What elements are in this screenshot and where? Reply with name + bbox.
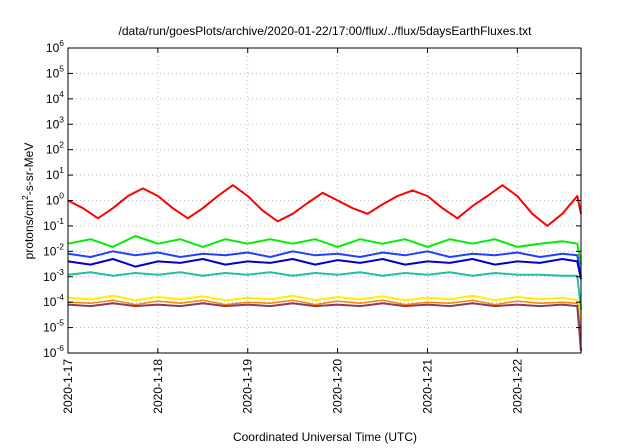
x-tick-label: 2020-1-20 [331,359,345,414]
y-tick-label: 10-3 [43,267,64,284]
series-line-1 [67,184,582,227]
x-axis-label: Coordinated Universal Time (UTC) [233,430,417,444]
x-tick-label: 2020-1-22 [510,359,524,414]
y-tick-label: 10-6 [43,343,64,360]
y-tick-label: 101 [46,165,64,182]
y-axis-label: protons/cm2-s-sr-MeV [20,143,36,260]
y-tick-label: 102 [46,140,64,157]
x-tick-label: 2020-1-18 [151,359,165,414]
series-line-4 [67,258,582,280]
series-line-3 [67,250,582,277]
x-tick-label: 2020-1-17 [61,359,75,414]
y-tick-label: 10-4 [43,292,64,309]
x-tick-label: 2020-1-19 [241,359,255,414]
y-tick-label: 106 [46,38,64,55]
x-axis-ticks: 2020-1-17 2020-1-18 2020-1-19 2020-1-20 2020… [61,48,524,414]
x-tick-label: 2020-1-21 [420,359,434,414]
series-line-6 [67,294,582,321]
y-tick-label: 105 [46,63,64,80]
y-axis-ticks: 106 105 104 103 102 101 100 10-1 10-2 10-3 10-4 10-… [43,38,581,360]
y-tick-label: 103 [46,114,64,131]
y-tick-label: 10-2 [43,241,64,258]
series-line-2 [67,235,582,265]
series-group [67,184,582,352]
y-tick-label: 104 [46,89,64,106]
y-tick-label: 10-1 [43,216,64,233]
y-tick-label: 100 [46,191,64,208]
series-line-5 [67,271,582,310]
series-line-8 [67,302,582,352]
chart-title: /data/run/goesPlots/archive/2020-01-22/1… [119,24,533,38]
series-line-7 [67,299,582,336]
y-tick-label: 10-5 [43,318,64,335]
